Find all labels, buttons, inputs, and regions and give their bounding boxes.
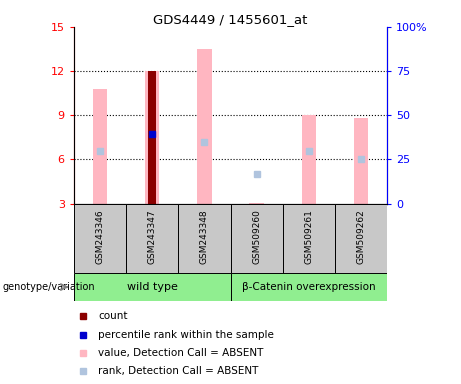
- Text: β-Catenin overexpression: β-Catenin overexpression: [242, 282, 376, 292]
- Bar: [249, 203, 264, 204]
- FancyBboxPatch shape: [126, 204, 178, 273]
- FancyBboxPatch shape: [335, 204, 387, 273]
- Bar: [197, 49, 212, 204]
- Text: GDS4449 / 1455601_at: GDS4449 / 1455601_at: [154, 13, 307, 26]
- Text: GSM509262: GSM509262: [357, 209, 366, 264]
- Bar: [301, 115, 316, 204]
- FancyBboxPatch shape: [230, 204, 283, 273]
- Bar: [145, 71, 160, 204]
- Text: count: count: [98, 311, 128, 321]
- Bar: [93, 89, 107, 204]
- Text: GSM509260: GSM509260: [252, 209, 261, 264]
- Text: GSM243346: GSM243346: [95, 209, 104, 264]
- Text: wild type: wild type: [127, 282, 177, 292]
- Text: GSM243347: GSM243347: [148, 209, 157, 264]
- FancyBboxPatch shape: [283, 204, 335, 273]
- FancyBboxPatch shape: [178, 204, 230, 273]
- Text: rank, Detection Call = ABSENT: rank, Detection Call = ABSENT: [98, 366, 259, 376]
- Bar: [148, 71, 156, 204]
- Text: value, Detection Call = ABSENT: value, Detection Call = ABSENT: [98, 348, 264, 358]
- Bar: [354, 118, 368, 204]
- FancyBboxPatch shape: [74, 273, 230, 301]
- Text: percentile rank within the sample: percentile rank within the sample: [98, 329, 274, 339]
- FancyBboxPatch shape: [74, 204, 126, 273]
- Text: genotype/variation: genotype/variation: [2, 282, 95, 292]
- Text: GSM243348: GSM243348: [200, 209, 209, 264]
- Text: GSM509261: GSM509261: [304, 209, 313, 264]
- FancyBboxPatch shape: [230, 273, 387, 301]
